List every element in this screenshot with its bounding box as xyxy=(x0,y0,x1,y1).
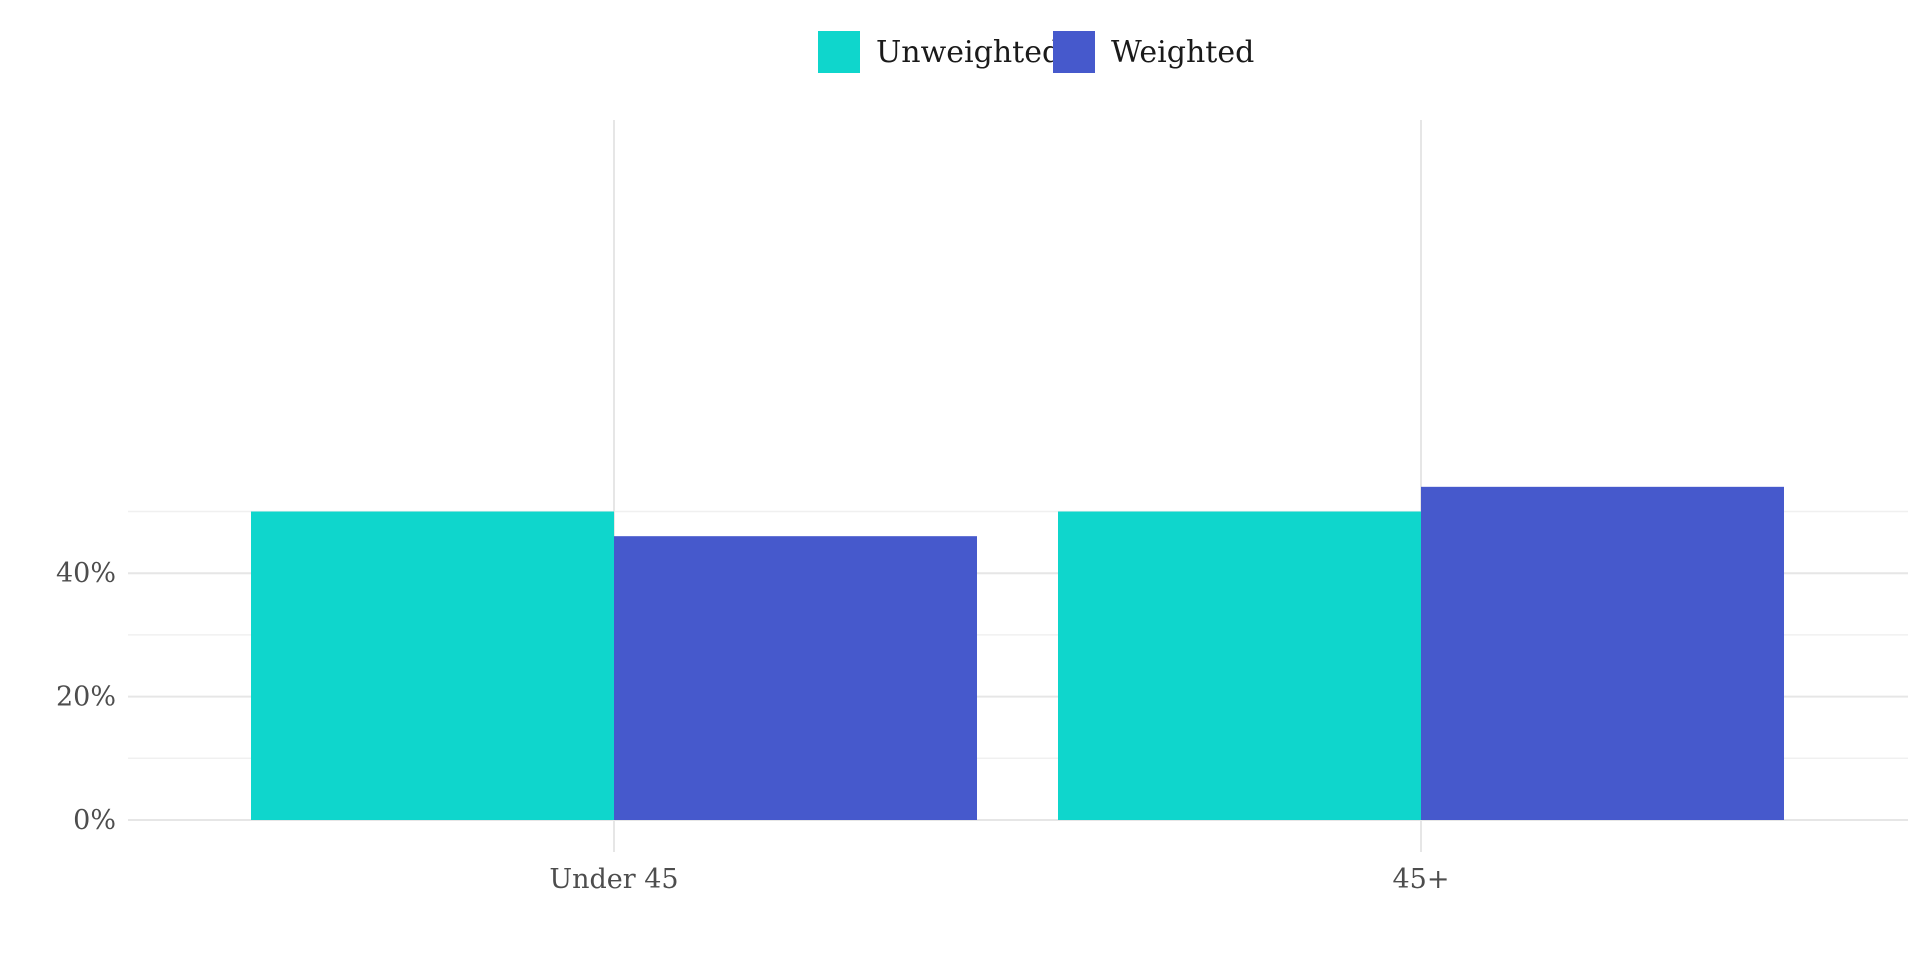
legend: Unweighted Weighted xyxy=(818,31,1254,73)
bar-weighted-0 xyxy=(614,536,977,820)
x-tick-label: Under 45 xyxy=(549,864,678,895)
legend-label-weighted: Weighted xyxy=(1111,35,1254,70)
bar-layer xyxy=(251,486,1784,820)
bar-unweighted-1 xyxy=(1058,511,1421,820)
legend-label-unweighted: Unweighted xyxy=(876,35,1061,70)
y-tick-label: 20% xyxy=(56,682,116,713)
x-tick-label: 45+ xyxy=(1393,864,1450,895)
bar-unweighted-0 xyxy=(251,511,614,820)
bar-weighted-1 xyxy=(1421,486,1784,820)
y-tick-label: 40% xyxy=(56,558,116,589)
y-tick-label: 0% xyxy=(73,805,116,836)
axis-layer: 0% 20% 40% Under 45 45+ xyxy=(56,558,1450,895)
legend-swatch-weighted xyxy=(1053,31,1095,73)
legend-swatch-unweighted xyxy=(818,31,860,73)
